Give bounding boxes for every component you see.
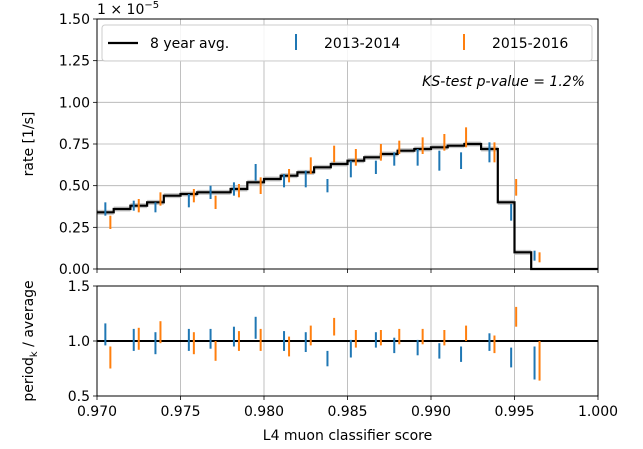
rate-panel: 0.00 0.25 0.50 0.75 1.00 1.25 1.50 1 × 10−5 rate…: [21, 0, 599, 278]
ratio-panel: 0.5 1.0 1.5 0.970 0.975 0.980 0.985 0.990 0.995 1…: [21, 279, 618, 444]
bottom-ytick-label-0: 0.5: [68, 389, 90, 405]
xtick-label-0: 0.970: [77, 404, 117, 420]
top-ytick-label-2: 0.50: [59, 179, 90, 195]
top-y-axis-label: rate [1/s]: [21, 112, 37, 177]
ks-test-annotation: KS-test p-value = 1.2%: [422, 74, 585, 90]
legend-box: [101, 24, 593, 62]
x-axis-label: L4 muon classifier score: [263, 428, 432, 444]
y-multiplier-label: 1 × 10−5: [97, 0, 159, 18]
legend-avg-label: 8 year avg.: [150, 36, 229, 52]
xtick-label-1: 0.975: [160, 404, 200, 420]
ratio-ylabel-sub: k: [29, 351, 40, 357]
top-ytick-label-6: 1.50: [59, 12, 90, 28]
xtick-label-3: 0.985: [327, 404, 367, 420]
top-ytick-label-5: 1.25: [59, 54, 90, 70]
avg-uncertainty-band: [97, 141, 532, 255]
y-multiplier-exponent: −5: [144, 0, 159, 11]
ratio-ylabel-main: period: [21, 357, 37, 402]
y-multiplier-base: 1 × 10: [97, 2, 144, 18]
legend: 8 year avg. 2013-2014 2015-2016: [101, 24, 593, 62]
top-ytick-label-4: 1.00: [59, 95, 90, 111]
xtick-label-6: 1.000: [578, 404, 618, 420]
xtick-label-2: 0.980: [244, 404, 284, 420]
xtick-label-4: 0.990: [411, 404, 451, 420]
top-ytick-label-3: 0.75: [59, 137, 90, 153]
bottom-y-axis-label: periodk / average: [21, 280, 40, 401]
legend-1314-label: 2013-2014: [324, 36, 400, 52]
xtick-label-5: 0.995: [494, 404, 534, 420]
top-ytick-label-0: 0.00: [59, 262, 90, 278]
bottom-ytick-label-2: 1.5: [68, 279, 90, 295]
ratio-ylabel-rest: / average: [21, 280, 37, 351]
top-ytick-label-1: 0.25: [59, 220, 90, 236]
avg-step-line: [97, 142, 598, 271]
legend-1516-label: 2015-2016: [492, 36, 568, 52]
bottom-ytick-label-1: 1.0: [68, 334, 90, 350]
